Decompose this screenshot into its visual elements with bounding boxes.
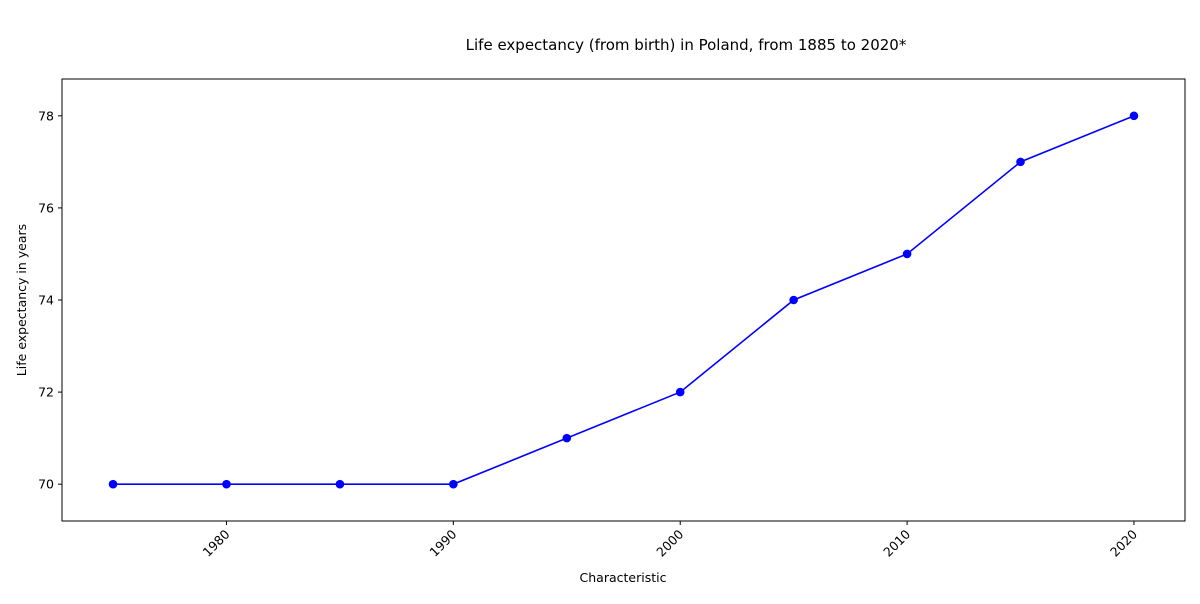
y-tick-label: 78 [38,108,54,123]
data-point [1016,157,1025,167]
x-tick-label: 1980 [199,526,232,559]
y-tick-label: 76 [38,200,54,215]
data-point [789,295,798,305]
y-tick-label: 72 [38,385,54,400]
x-axis-label: Characteristic [580,570,667,585]
y-tick-label: 74 [38,293,54,308]
plot-area: 1980 1990 2000 2010 2020 70 72 74 76 78 [38,78,1186,560]
x-tick-label: 1990 [426,526,459,559]
data-point [675,387,685,397]
x-tick-label: 2020 [1107,526,1140,559]
plot-frame [61,78,1186,522]
data-point [222,479,231,489]
data-point [108,479,118,489]
data-point [902,249,912,259]
y-axis-label: Life expectancy in years [14,224,29,376]
data-point [562,433,572,443]
data-point [1129,111,1139,121]
data-point [335,479,345,489]
y-tick-label: 70 [38,477,54,492]
x-tick-label: 2000 [653,526,686,559]
data-point [449,479,458,489]
series-line [113,115,1135,485]
x-tick-label: 2010 [880,526,913,559]
chart-title: Life expectancy (from birth) in Poland, … [466,36,907,54]
